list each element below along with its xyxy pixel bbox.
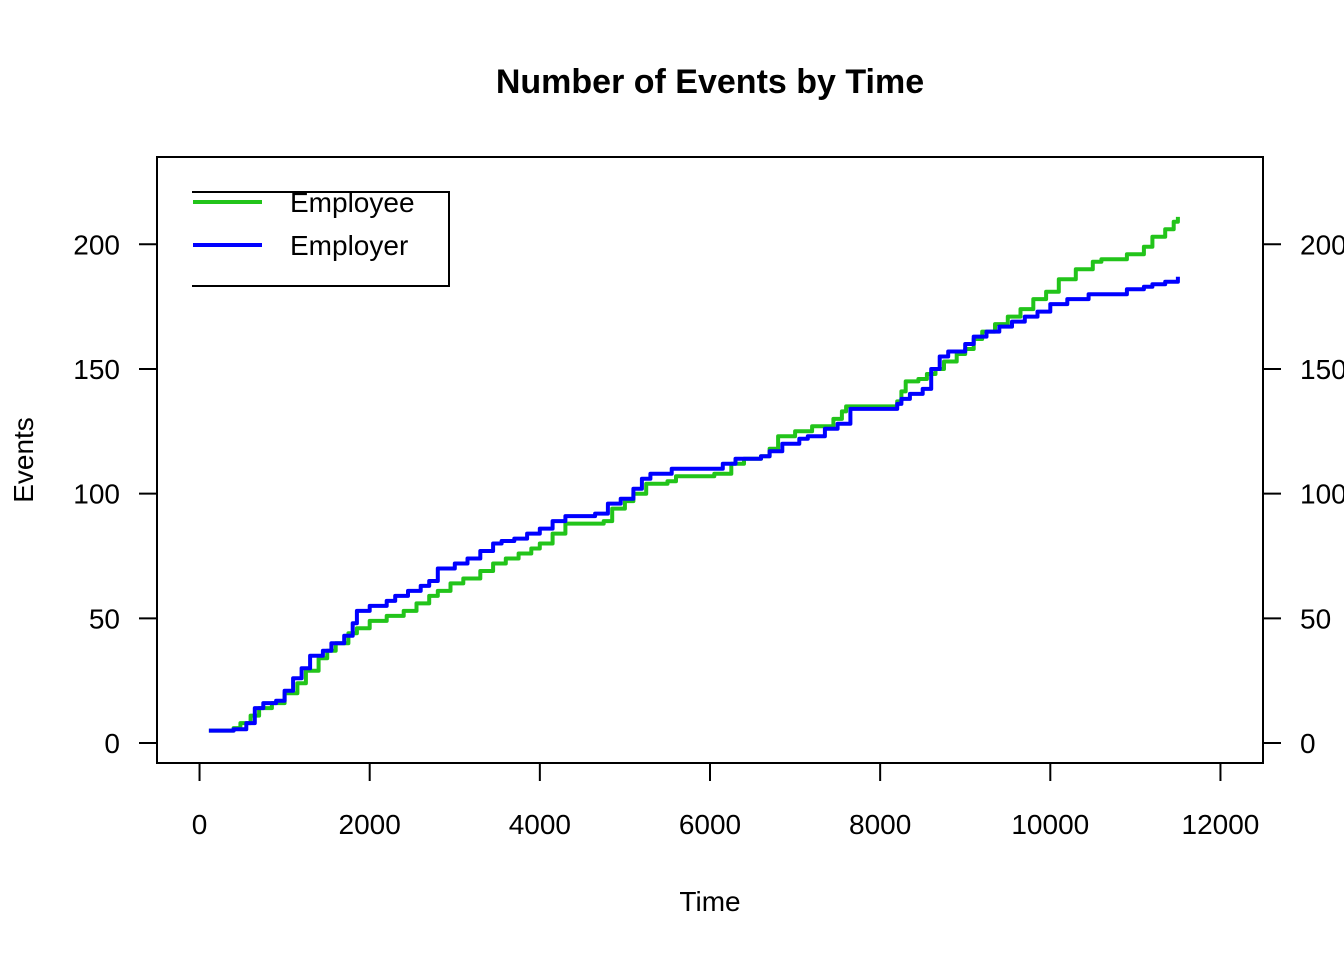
y-tick-label-right: 100 [1300, 479, 1344, 510]
legend-label-employee: Employee [290, 187, 415, 218]
series-layer [208, 216, 1180, 733]
x-tick-label: 4000 [509, 809, 571, 840]
x-tick-label: 0 [192, 809, 208, 840]
y-tick-label-left: 50 [89, 603, 120, 634]
legend-box [192, 191, 450, 287]
y-tick-label-left: 100 [73, 479, 120, 510]
x-tick-label: 12000 [1182, 809, 1260, 840]
x-tick-label: 2000 [339, 809, 401, 840]
y-axis-right: 0 50 100 150 200 [1262, 229, 1344, 759]
legend: Employee Employer [192, 187, 450, 287]
y-tick-label-right: 50 [1300, 603, 1331, 634]
series-line-employee [208, 216, 1180, 733]
y-tick-label-right: 150 [1300, 354, 1344, 385]
x-tick-label: 8000 [849, 809, 911, 840]
legend-label-employer: Employer [290, 230, 408, 261]
chart-title: Number of Events by Time [496, 63, 924, 101]
x-tick-label: 6000 [679, 809, 741, 840]
y-tick-label-right: 200 [1300, 229, 1344, 260]
y-tick-label-right: 0 [1300, 728, 1316, 759]
y-tick-label-left: 150 [73, 354, 120, 385]
y-axis-label: Events [8, 417, 39, 503]
x-axis: 0 2000 4000 6000 8000 10000 12000 [192, 762, 1260, 840]
y-axis-left: 0 50 100 150 200 [73, 229, 158, 759]
x-tick-label: 10000 [1011, 809, 1089, 840]
y-tick-label-left: 200 [73, 229, 120, 260]
x-axis-label: Time [679, 886, 740, 917]
series-line-employer [208, 276, 1180, 733]
y-tick-label-left: 0 [104, 728, 120, 759]
